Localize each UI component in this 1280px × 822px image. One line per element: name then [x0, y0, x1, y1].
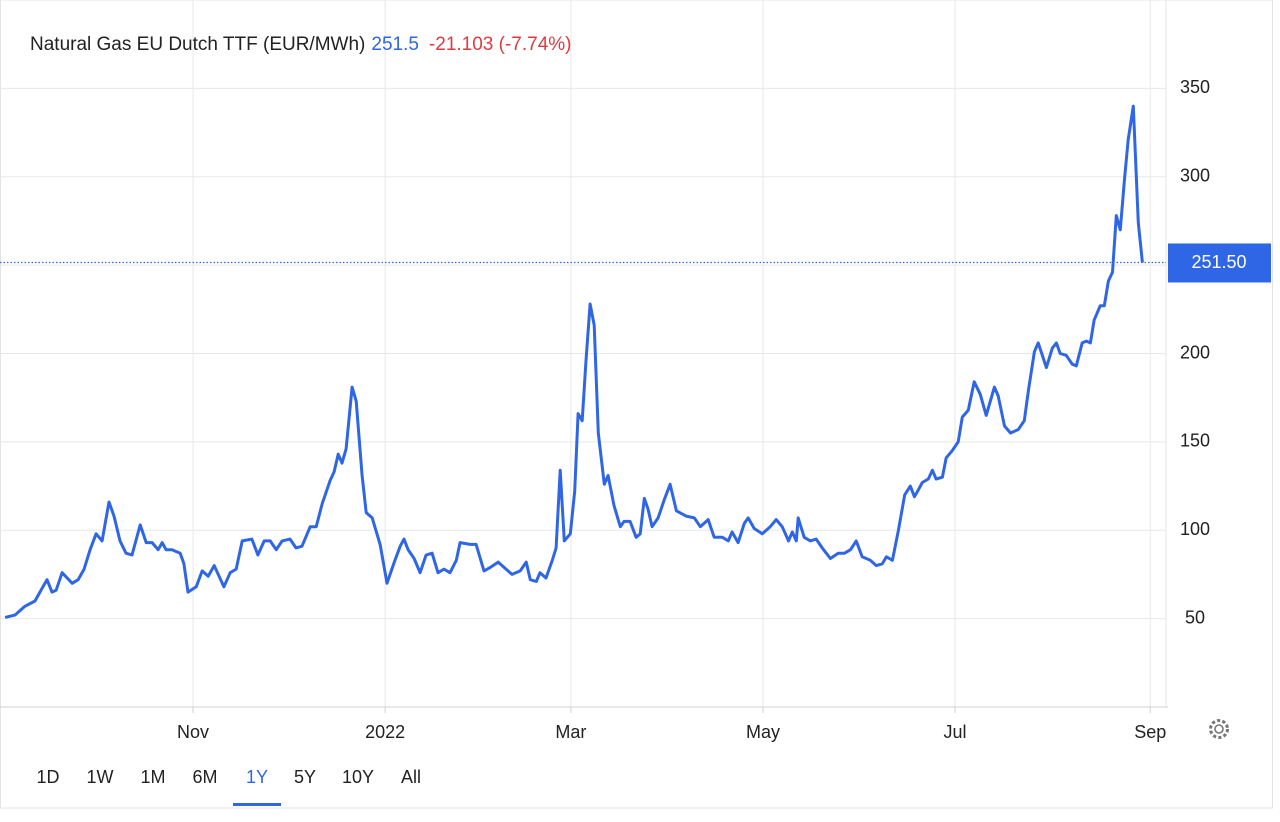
price-line — [4, 104, 1144, 619]
range-button[interactable]: 1Y — [246, 767, 268, 787]
active-range-underline — [233, 803, 281, 806]
x-tick-label: May — [746, 722, 780, 742]
x-tick-label: Nov — [177, 722, 209, 742]
range-button[interactable]: 6M — [192, 767, 217, 787]
x-tick-label: Sep — [1134, 722, 1166, 742]
price-change: -21.103 (-7.74%) — [428, 34, 572, 55]
range-button[interactable]: 1W — [87, 767, 114, 787]
y-tick-label: 50 — [1185, 607, 1205, 627]
y-tick-label: 300 — [1180, 166, 1210, 186]
card-border — [0, 0, 1273, 809]
range-button[interactable]: 5Y — [294, 767, 316, 787]
x-tick-label: Jul — [944, 722, 967, 742]
range-button[interactable]: All — [401, 767, 421, 787]
last-price-box — [1168, 243, 1271, 283]
y-tick-label: 150 — [1180, 431, 1210, 451]
range-button[interactable]: 1M — [140, 767, 165, 787]
x-tick-label: Mar — [555, 722, 586, 742]
last-price-label: 251.50 — [1191, 252, 1246, 272]
y-tick-label: 200 — [1180, 342, 1210, 362]
settings-icon[interactable] — [1209, 719, 1229, 739]
range-button[interactable]: 1D — [36, 767, 59, 787]
x-tick-label: 2022 — [365, 722, 405, 742]
range-button[interactable]: 10Y — [342, 767, 374, 787]
header: Natural Gas EU Dutch TTF (EUR/MWh) 251.5-… — [30, 34, 572, 56]
chart-title: Natural Gas EU Dutch TTF (EUR/MWh) — [30, 34, 366, 55]
price: 251.5 — [371, 34, 419, 55]
y-tick-label: 100 — [1180, 519, 1210, 539]
y-tick-label: 350 — [1180, 77, 1210, 97]
